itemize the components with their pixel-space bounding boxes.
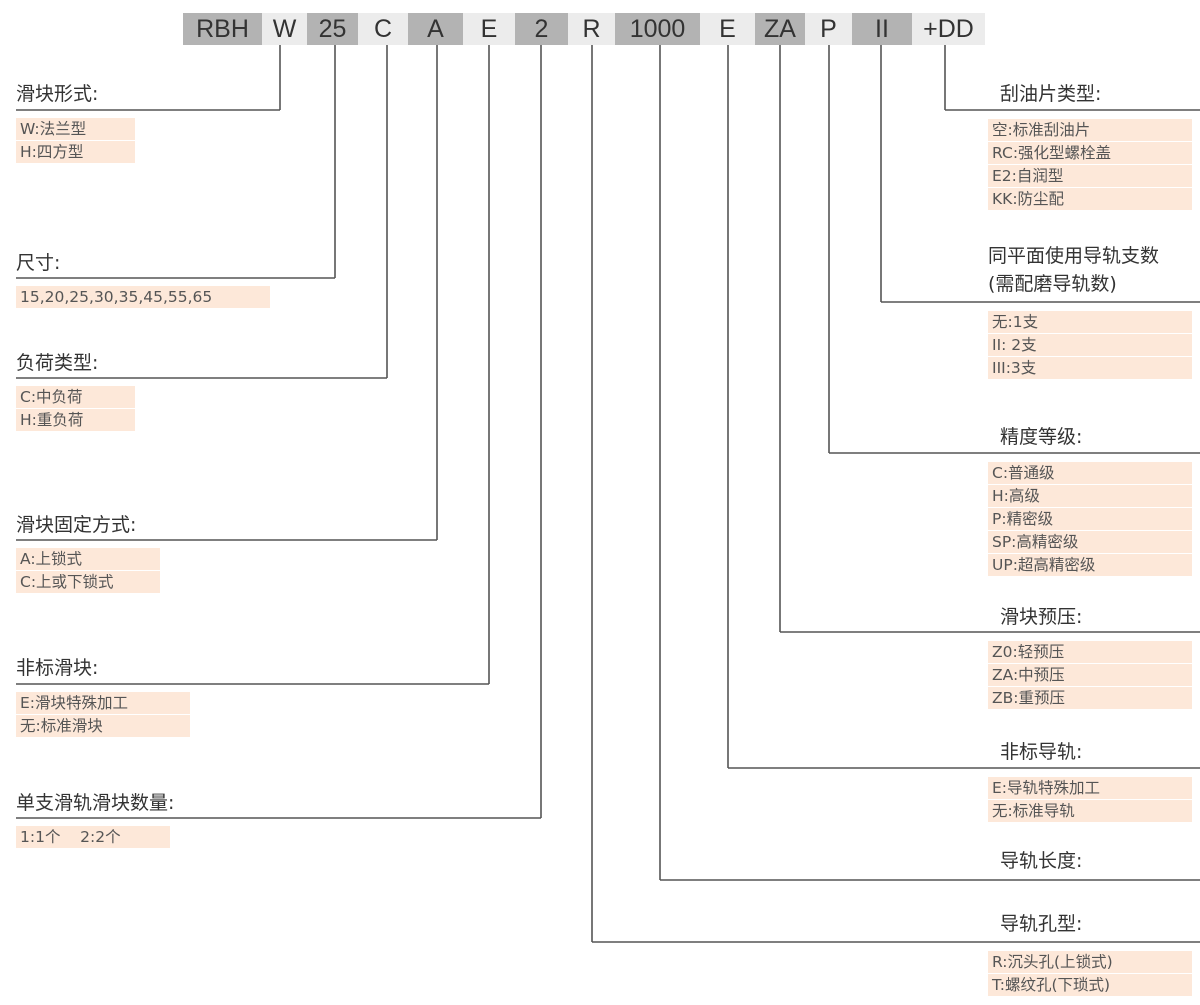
option-item: T:螺纹孔(下琐式) bbox=[988, 974, 1192, 996]
section-title: 滑块预压: bbox=[1000, 606, 1083, 628]
option-item: ZB:重预压 bbox=[988, 687, 1192, 709]
section-title: 非标滑块: bbox=[16, 657, 99, 679]
option-item: 空:标准刮油片 bbox=[988, 119, 1192, 141]
option-item: ZA:中预压 bbox=[988, 664, 1192, 686]
section-title: (需配磨导轨数) bbox=[988, 273, 1117, 295]
option-item: H:四方型 bbox=[16, 141, 135, 163]
option-item: R:沉头孔(上锁式) bbox=[988, 951, 1192, 973]
option-item: E:滑块特殊加工 bbox=[16, 692, 190, 714]
code-segment: 1000 bbox=[615, 13, 700, 45]
option-item: H:重负荷 bbox=[16, 409, 135, 431]
section-title: 滑块形式: bbox=[16, 83, 99, 105]
option-item: 无:标准滑块 bbox=[16, 715, 190, 737]
code-segment: E bbox=[700, 13, 755, 45]
code-segment: ZA bbox=[755, 13, 805, 45]
code-segment: II bbox=[852, 13, 912, 45]
code-segment: P bbox=[805, 13, 852, 45]
option-item: C:上或下锁式 bbox=[16, 571, 160, 593]
option-item: H:高级 bbox=[988, 485, 1192, 507]
option-item: 1:1个 2:2个 bbox=[16, 826, 170, 848]
option-item: 无:1支 bbox=[988, 311, 1192, 333]
option-item: P:精密级 bbox=[988, 508, 1192, 530]
section-title: 非标导轨: bbox=[1000, 741, 1083, 763]
option-item: SP:高精密级 bbox=[988, 531, 1192, 553]
code-segment: RBH bbox=[183, 13, 262, 45]
option-item: E2:自润型 bbox=[988, 165, 1192, 187]
option-item: W:法兰型 bbox=[16, 118, 135, 140]
section-title: 导轨长度: bbox=[1000, 850, 1083, 872]
option-item: RC:强化型螺栓盖 bbox=[988, 142, 1192, 164]
section-title: 负荷类型: bbox=[16, 352, 99, 374]
option-item: C:普通级 bbox=[988, 462, 1192, 484]
option-item: II: 2支 bbox=[988, 334, 1192, 356]
option-item: A:上锁式 bbox=[16, 548, 160, 570]
section-title: 单支滑轨滑块数量: bbox=[16, 792, 175, 814]
option-item: 15,20,25,30,35,45,55,65 bbox=[16, 286, 270, 308]
code-segment: A bbox=[408, 13, 463, 45]
option-item: Z0:轻预压 bbox=[988, 641, 1192, 663]
section-title: 刮油片类型: bbox=[1000, 83, 1102, 105]
section-title: 精度等级: bbox=[1000, 426, 1083, 448]
code-segment: W bbox=[262, 13, 307, 45]
option-item: III:3支 bbox=[988, 357, 1192, 379]
option-item: E:导轨特殊加工 bbox=[988, 777, 1192, 799]
code-segment: 25 bbox=[307, 13, 358, 45]
section-title: 同平面使用导轨支数 bbox=[988, 245, 1160, 267]
option-item: 无:标准导轨 bbox=[988, 800, 1192, 822]
code-segment: E bbox=[463, 13, 515, 45]
code-segment: +DD bbox=[912, 13, 985, 45]
code-segment: C bbox=[358, 13, 408, 45]
code-segment: 2 bbox=[515, 13, 568, 45]
option-item: UP:超高精密级 bbox=[988, 554, 1192, 576]
section-title: 导轨孔型: bbox=[1000, 913, 1083, 935]
option-item: C:中负荷 bbox=[16, 386, 135, 408]
code-segment: R bbox=[568, 13, 615, 45]
section-title: 滑块固定方式: bbox=[16, 514, 137, 536]
section-title: 尺寸: bbox=[16, 252, 61, 274]
option-item: KK:防尘配 bbox=[988, 188, 1192, 210]
